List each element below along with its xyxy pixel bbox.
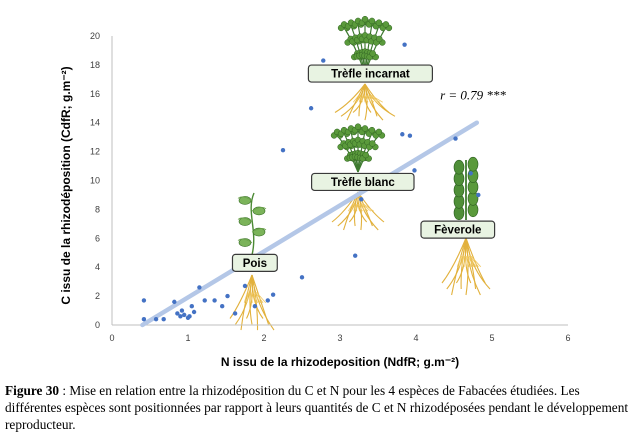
data-point (407, 133, 413, 138)
data-point (353, 253, 358, 258)
species-labels: Pois Trèfle blanc Trèfle incarnat Fèverole (231, 64, 496, 272)
species-label-text: Fèverole (434, 225, 481, 237)
axes (111, 36, 568, 326)
data-point (141, 298, 147, 303)
y-axis-title: C issu de la rhizodéposition (CdfR; g.m⁻… (59, 66, 73, 304)
data-point (232, 311, 238, 316)
data-point (299, 275, 305, 280)
data-point (202, 298, 207, 303)
y-tick-label: 16 (90, 89, 100, 99)
species-label: Trèfle blanc (311, 172, 415, 192)
data-point (179, 308, 185, 313)
data-point (178, 314, 183, 319)
faba-bean-illustration (441, 156, 491, 296)
data-point (402, 42, 407, 47)
data-point (153, 317, 159, 322)
data-point (252, 304, 258, 309)
data-point (175, 311, 180, 316)
x-tick-label: 3 (337, 333, 342, 343)
data-point (468, 171, 473, 176)
data-point (242, 283, 248, 289)
species-label: Trèfle incarnat (307, 64, 433, 83)
y-tick-label: 6 (95, 233, 100, 243)
data-point (172, 299, 177, 305)
data-point (400, 132, 405, 137)
data-point (359, 197, 364, 202)
x-tick-label: 6 (565, 333, 570, 343)
data-point (265, 298, 270, 303)
data-point (212, 298, 217, 303)
data-points (141, 42, 481, 322)
data-point (189, 304, 194, 309)
species-label: Fèverole (420, 220, 496, 239)
x-tick-label: 1 (185, 333, 190, 343)
data-point (280, 147, 286, 153)
x-tick-label: 4 (413, 333, 418, 343)
data-point (270, 292, 276, 297)
species-label: Pois (231, 253, 278, 272)
species-label-box (420, 220, 496, 239)
y-tick-label: 4 (95, 262, 100, 272)
species-label-box (311, 172, 415, 192)
data-point (161, 317, 166, 322)
data-point (308, 106, 314, 111)
species-label-text: Trèfle incarnat (331, 69, 410, 81)
data-point (191, 309, 197, 315)
y-tick-label: 14 (90, 118, 100, 128)
data-point (476, 192, 481, 198)
pea-illustration (229, 192, 275, 331)
data-point (225, 293, 230, 299)
x-tick-label: 2 (261, 333, 266, 343)
y-tick-label: 18 (90, 60, 100, 70)
data-point (187, 314, 192, 319)
data-point (321, 58, 326, 63)
data-point (220, 304, 225, 309)
species-label-text: Trèfle blanc (331, 177, 396, 189)
y-tick-label: 8 (95, 204, 100, 214)
y-tick-label: 12 (90, 147, 100, 157)
x-tick-label: 0 (109, 333, 114, 343)
data-point (453, 136, 458, 141)
species-label-box (231, 253, 278, 272)
x-tick-label: 5 (489, 333, 494, 343)
x-axis-title: N issu de la rhizodeposition (NdfR; g.m⁻… (221, 355, 459, 369)
figure-label: Figure 30 (5, 383, 60, 398)
data-point (197, 285, 202, 290)
y-tick-label: 10 (90, 176, 100, 186)
y-tick-label: 20 (90, 31, 100, 41)
species-label-text: Pois (243, 258, 267, 270)
correlation-annotation: r = 0.79 *** (440, 88, 506, 103)
species-label-box (307, 64, 433, 83)
trend-line (140, 120, 480, 328)
y-tick-label: 0 (95, 320, 100, 330)
y-tick-label: 2 (95, 291, 100, 301)
caption-text: : Mise en relation entre la rhizodéposit… (5, 383, 629, 432)
data-point (141, 317, 147, 322)
figure-caption: Figure 30 : Mise en relation entre la rh… (5, 382, 635, 433)
data-point (412, 168, 417, 173)
data-point (182, 312, 187, 318)
